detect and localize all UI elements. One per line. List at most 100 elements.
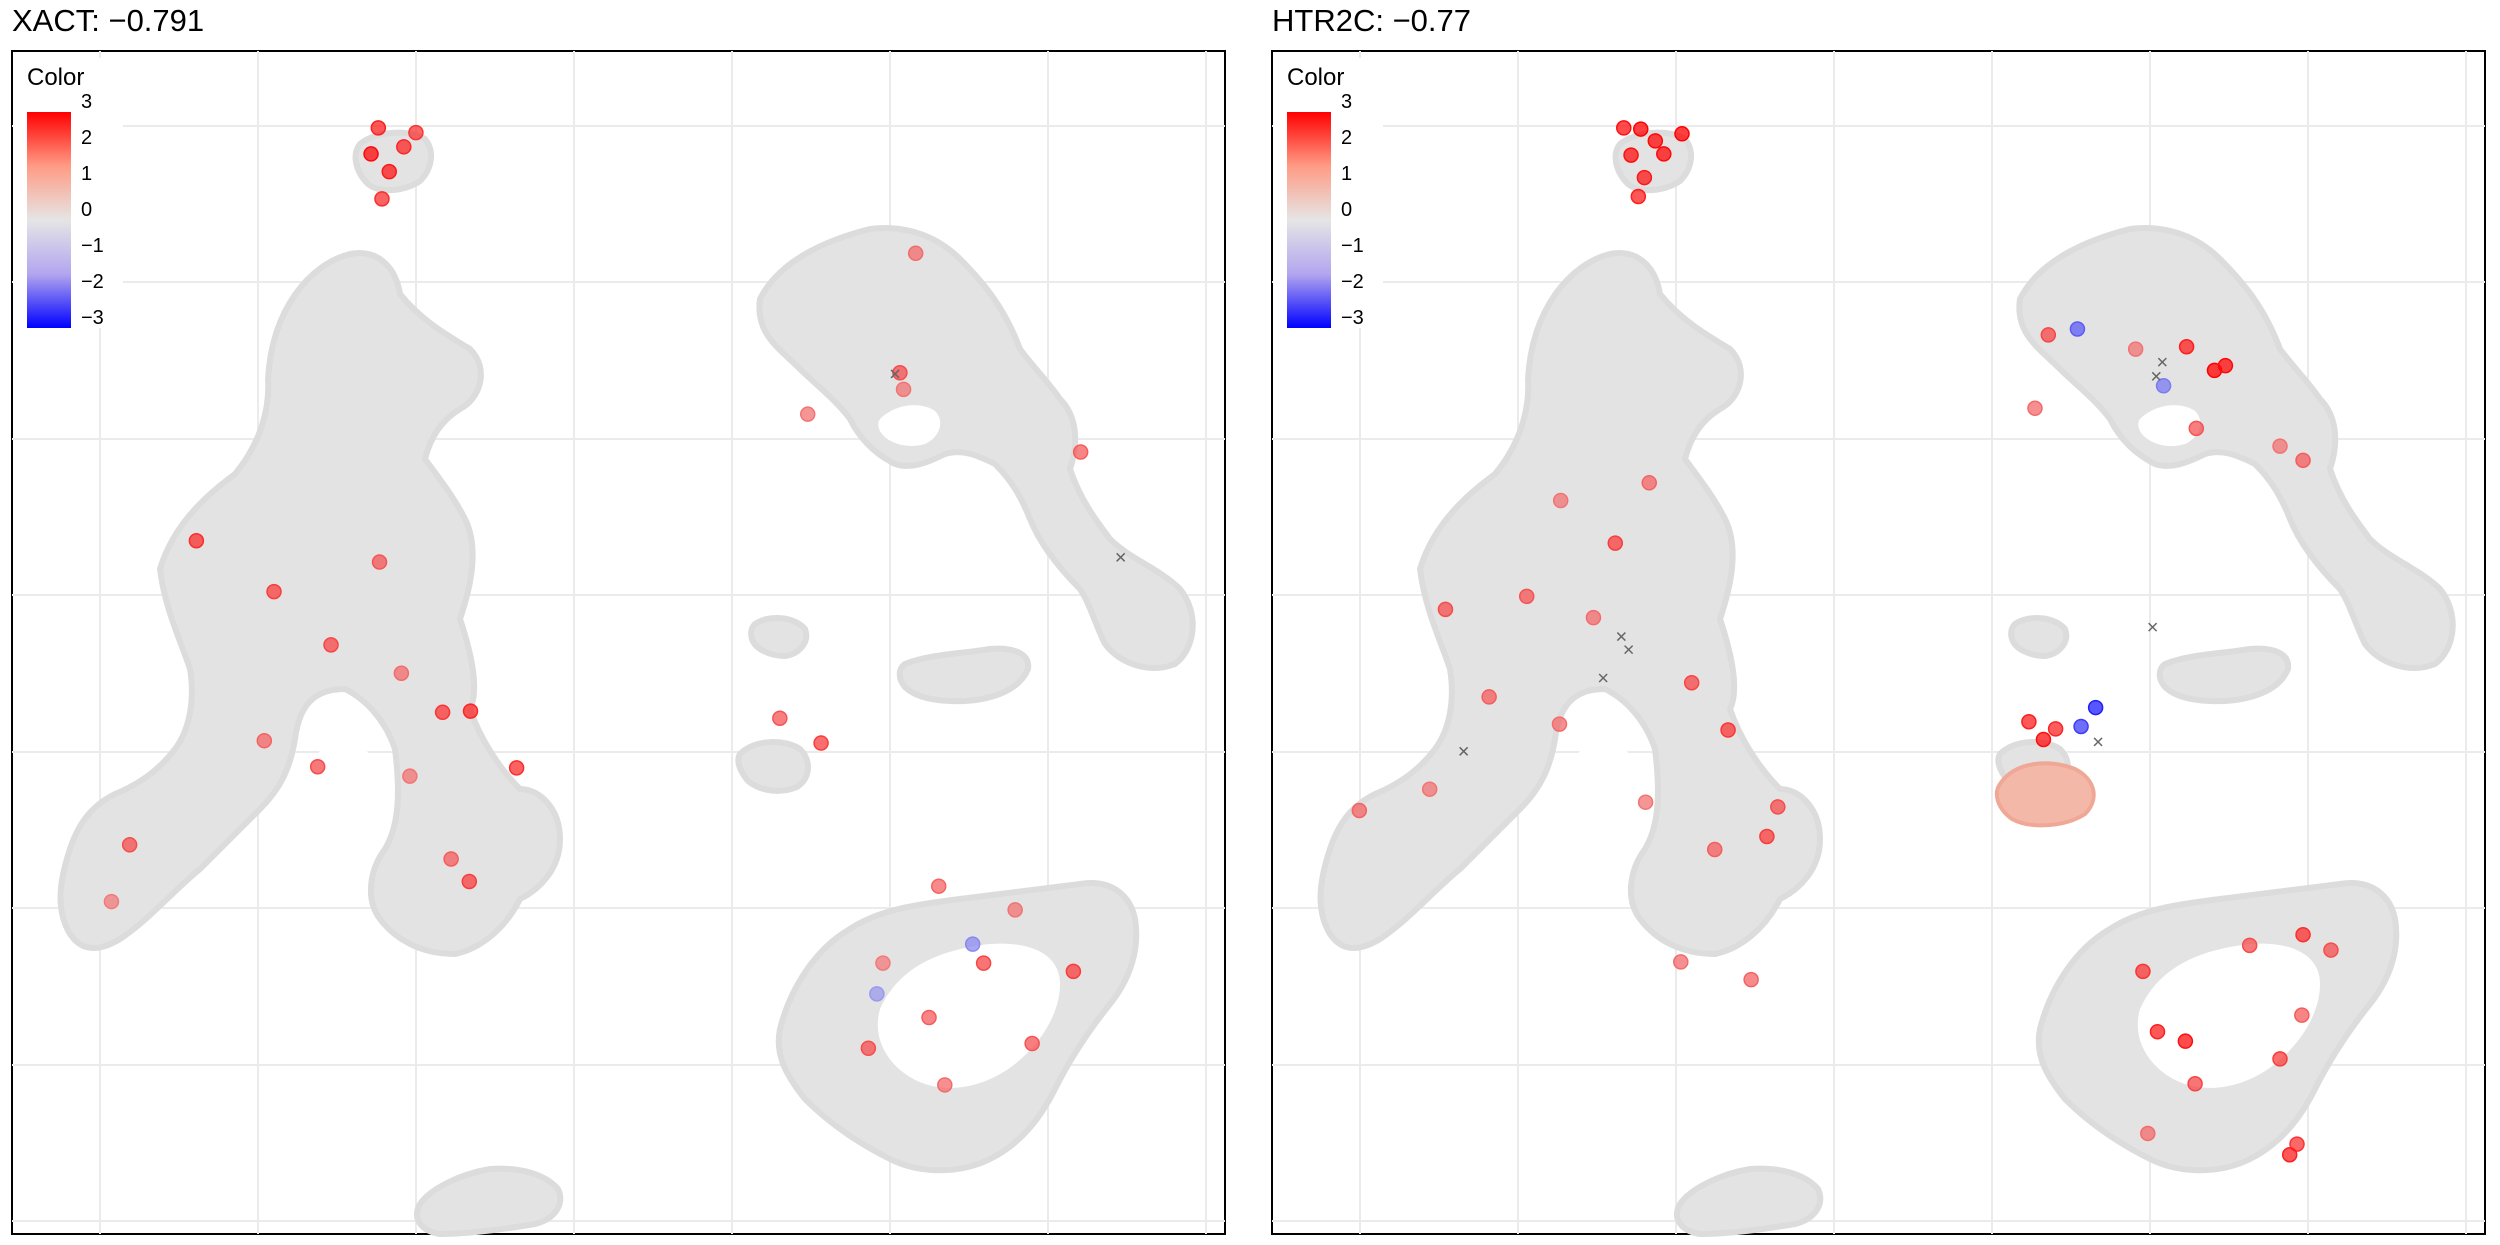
cell-point	[381, 163, 397, 180]
cell-point	[1616, 120, 1632, 136]
legend-tick: 0	[81, 199, 93, 221]
cell-point	[103, 893, 120, 910]
cell-cluster	[2008, 615, 2070, 659]
cell-point	[2178, 339, 2195, 355]
scatter-plot	[1271, 50, 2486, 1237]
x-marker	[890, 369, 900, 379]
cell-point	[256, 732, 273, 749]
cell-point	[2069, 321, 2086, 337]
x-marker	[1616, 632, 1626, 642]
cell-point	[2217, 357, 2234, 374]
cell-point	[1630, 188, 1647, 205]
legend-tick: 3	[1341, 91, 1353, 113]
cell-cluster	[1612, 129, 1694, 194]
color-legend: Color 3 2 1 0 −1 −2 −3	[13, 58, 123, 328]
cell-point	[1743, 971, 1759, 988]
legend-tick: 2	[81, 127, 93, 149]
cell-point	[875, 955, 891, 971]
x-marker	[2093, 737, 2103, 747]
x-marker	[2151, 371, 2161, 381]
cluster-gap	[2137, 943, 2320, 1088]
plot-title: HTR2C: −0.77	[1272, 3, 1472, 38]
cell-point	[1720, 722, 1736, 738]
cell-cluster	[1317, 250, 1823, 957]
cell-point	[2149, 1023, 2166, 1040]
cell-point	[1551, 716, 1568, 732]
legend-tick: 0	[1341, 199, 1353, 221]
cell-point	[2140, 1125, 2156, 1142]
x-marker	[1116, 552, 1126, 562]
legend-colorbar	[27, 112, 71, 328]
cell-point	[2272, 438, 2288, 454]
legend-tick: 1	[81, 163, 93, 185]
cell-point	[975, 955, 992, 971]
x-marker	[2157, 357, 2167, 367]
legend-tick: 1	[1341, 163, 1353, 185]
cluster-gap	[877, 943, 1060, 1088]
legend-title: Color	[27, 64, 85, 91]
cell-point	[396, 139, 412, 155]
x-marker	[1598, 673, 1608, 683]
cell-cluster-highlight	[1994, 761, 2096, 828]
cell-point	[1683, 674, 1700, 691]
cell-point	[2187, 1076, 2203, 1092]
cell-point	[2073, 718, 2089, 735]
cell-point	[860, 1040, 877, 1057]
cell-point	[1656, 146, 1672, 162]
legend-tick: −3	[1341, 307, 1364, 329]
cell-clusters	[1317, 129, 2456, 1237]
cell-point	[1065, 963, 1082, 980]
cell-point	[1637, 794, 1654, 810]
legend-tick: −1	[1341, 235, 1364, 257]
cell-point	[1585, 609, 1602, 626]
cell-point	[772, 710, 788, 726]
color-legend: Color 3 2 1 0 −1 −2 −3	[1273, 58, 1383, 328]
na-markers	[890, 369, 1126, 562]
cell-point	[1552, 492, 1569, 509]
cell-point	[2155, 378, 2172, 394]
cell-point	[2035, 731, 2052, 748]
cell-cluster	[2156, 645, 2292, 705]
cell-point	[121, 837, 138, 853]
cell-point	[895, 381, 912, 398]
cell-cluster	[2016, 225, 2456, 671]
x-marker	[1459, 746, 1469, 756]
cell-point	[508, 760, 525, 776]
cell-point	[462, 703, 479, 719]
legend-tick: 2	[1341, 127, 1353, 149]
cell-point	[2295, 926, 2311, 943]
cell-point	[2177, 1033, 2194, 1049]
legend-tick: 3	[81, 91, 93, 113]
cell-point	[1007, 902, 1023, 918]
cell-point	[930, 878, 947, 894]
cell-point	[1673, 954, 1689, 970]
cell-point	[2135, 963, 2151, 980]
cell-point	[434, 704, 451, 721]
cell-cluster	[735, 739, 811, 794]
cell-point	[371, 554, 388, 570]
cell-point	[1641, 475, 1657, 491]
cell-point	[2127, 341, 2144, 357]
cell-point	[937, 1077, 953, 1093]
cluster-gap	[878, 405, 941, 446]
cell-point	[1759, 828, 1775, 845]
cell-clusters	[57, 129, 1196, 1237]
cell-cluster	[352, 129, 434, 194]
cell-cluster	[748, 615, 810, 659]
cell-point	[1421, 781, 1438, 797]
cell-point	[1633, 121, 1649, 137]
cluster-gap	[1567, 735, 1631, 833]
cell-point	[2027, 400, 2043, 417]
cell-point	[799, 406, 816, 422]
scatter-plot	[11, 50, 1226, 1237]
cell-point	[892, 365, 908, 381]
cell-cluster	[413, 1165, 564, 1237]
cell-point	[266, 583, 282, 600]
expression-points	[1351, 120, 2339, 1163]
cell-point	[188, 533, 205, 549]
cell-point	[370, 120, 387, 136]
cell-cluster	[1673, 1165, 1824, 1237]
cell-point	[2188, 420, 2205, 437]
plot-panel-xact: XACT: −0.791 Color 3 2 1 0 −1 −2 −3	[0, 0, 1240, 1245]
cell-point	[2040, 327, 2057, 343]
